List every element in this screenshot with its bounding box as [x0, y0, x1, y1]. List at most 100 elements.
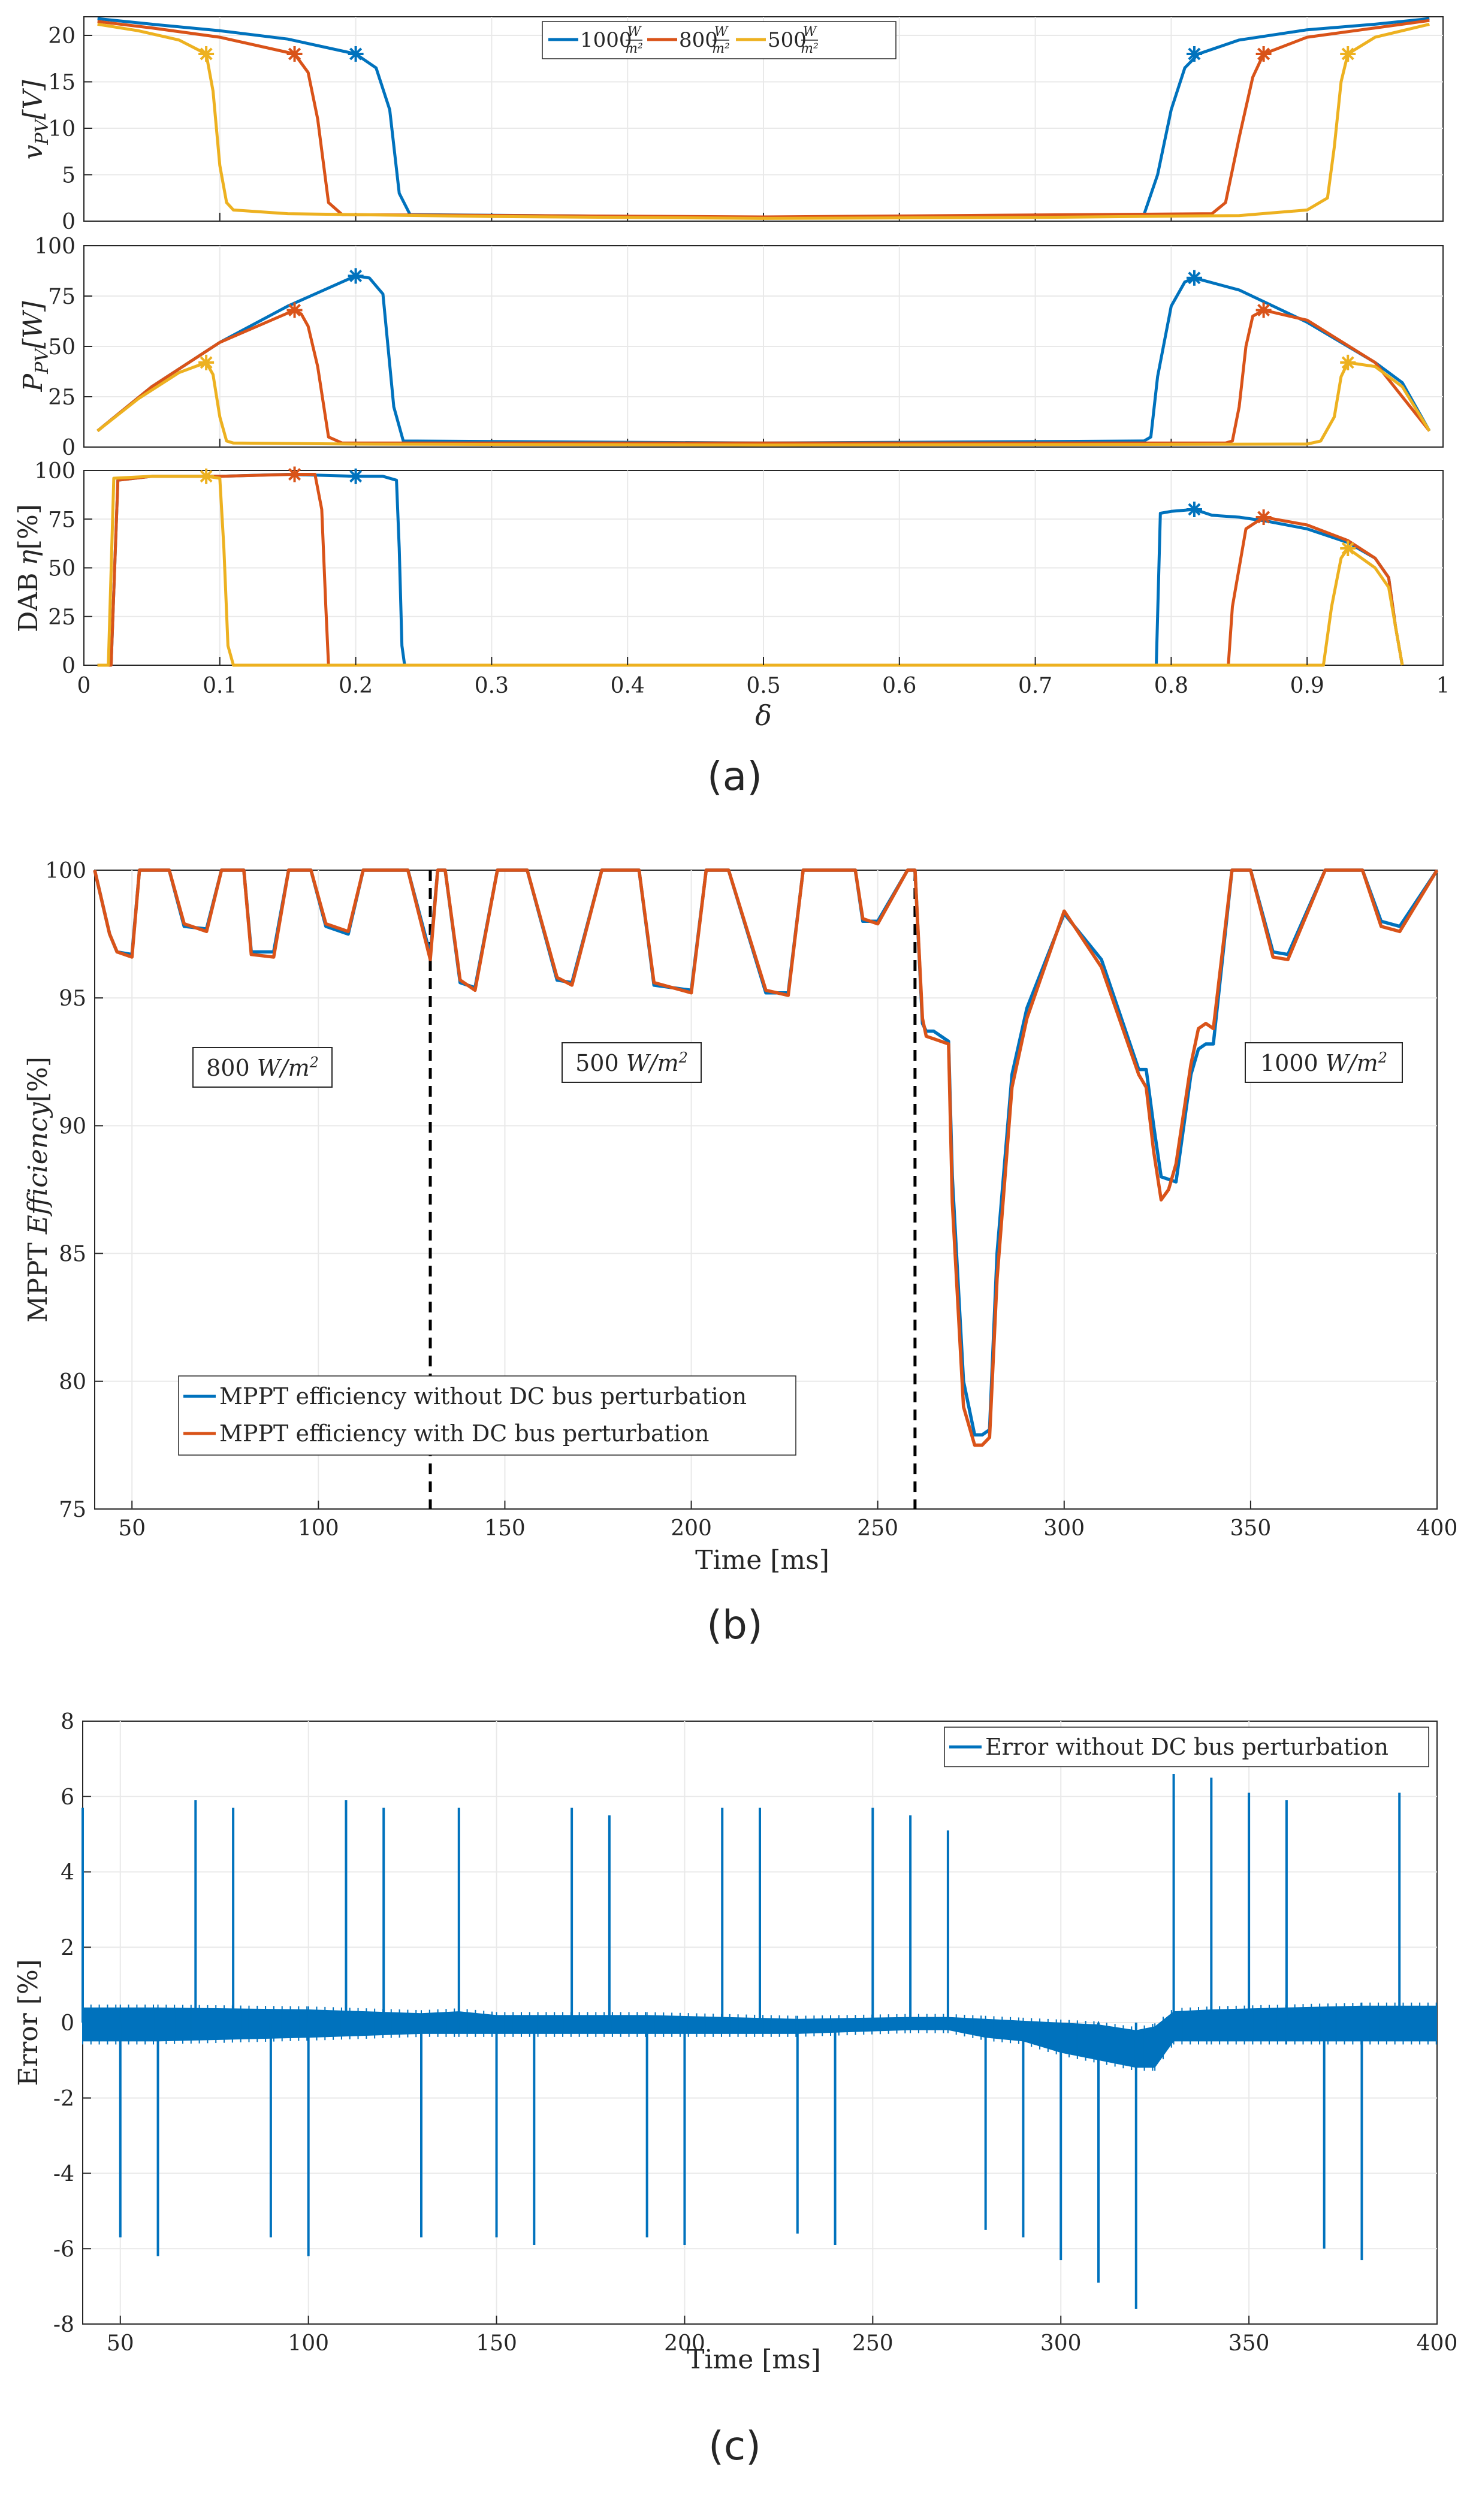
annotation-800-text: 800 W/m2 [206, 1054, 319, 1081]
x-tick-label: 50 [107, 2331, 134, 2356]
x-tick-label: 0.2 [339, 674, 373, 698]
legend-1000-unit-num: W [627, 25, 642, 40]
y-tick-label: 85 [59, 1242, 86, 1267]
y-tick-label: 100 [45, 859, 86, 883]
y-tick-label: 50 [48, 557, 76, 581]
panel-c-x-ticks: 50 100 150 200 250 300 350 400 [107, 2316, 1457, 2356]
y-tick-label: 0 [61, 2011, 74, 2036]
x-tick-label: 0.5 [746, 674, 780, 698]
vpv-ylabel: vPV[V] [18, 80, 53, 160]
panel-a-xlabel: δ [755, 699, 772, 732]
panel-c-legend: Error without DC bus perturbation [944, 1727, 1429, 1767]
dab-lines [97, 466, 1404, 667]
panel-a-caption: (a) [707, 753, 762, 799]
y-tick-label: 25 [48, 385, 76, 410]
y-tick-label: 75 [48, 285, 76, 309]
y-tick-label: -6 [53, 2237, 74, 2262]
annotation-800-box [192, 1047, 333, 1088]
x-tick-label: 300 [1040, 2331, 1082, 2356]
y-tick-label: -4 [53, 2162, 74, 2187]
panel-b: 75 80 85 90 95 100 50 100 150 200 250 300 350 400 80… [23, 859, 1457, 1648]
vpv-ylabel-unit: [V] [18, 80, 49, 120]
panel-b-legend: MPPT efficiency without DC bus perturbat… [178, 1375, 796, 1456]
legend-1000-unit-den: m² [625, 41, 643, 56]
y-tick-label: 5 [62, 164, 76, 188]
annotation-1000-box [1245, 1042, 1403, 1083]
panel-b-ylabel-unit: [%] [23, 1057, 53, 1102]
panel-c-y-ticks: -8 -6 -4 -2 0 2 4 6 8 [53, 1710, 91, 2337]
x-tick-label: 300 [1043, 1516, 1085, 1541]
annotation-500-sup: 2 [678, 1049, 688, 1066]
legend-with-label: MPPT efficiency with DC bus perturbation [219, 1420, 709, 1447]
y-tick-label: 50 [48, 335, 76, 360]
dab-mpp-marker-0-1 [1186, 502, 1202, 517]
y-tick-label: 6 [61, 1785, 74, 1810]
x-tick-label: 200 [671, 1516, 712, 1541]
dab-ylabel-main: DAB [13, 573, 44, 632]
panel-b-ylabel: MPPT Efficiency[%] [23, 1057, 53, 1323]
panel-b-legend-box [178, 1375, 796, 1456]
dab-mpp-marker-1-0 [286, 466, 303, 482]
annotation-500-unit: W/m [626, 1050, 679, 1076]
dab-ylabel: DAB η[%] [13, 504, 44, 632]
ppv-mpp-marker-0-1 [1186, 270, 1202, 286]
x-tick-label: 0.8 [1154, 674, 1188, 698]
panel-b-xlabel: Time [ms] [695, 1545, 829, 1576]
legend-1000-value: 1000 [580, 28, 632, 52]
x-tick-label: 250 [852, 2331, 894, 2356]
panel-c: -8 -6 -4 -2 0 2 4 6 8 50 100 150 200 250 300 350 400 Er… [13, 1710, 1457, 2469]
vpv-mpp-marker-2-1 [1340, 46, 1356, 62]
x-tick-label: 100 [288, 2331, 329, 2356]
annotation-800-sup: 2 [309, 1054, 319, 1071]
vpv-y-ticks: 0 5 10 15 20 [48, 24, 1444, 234]
annotation-500-text: 500 W/m2 [575, 1049, 688, 1076]
x-tick-label: 100 [298, 1516, 339, 1541]
y-tick-label: 8 [61, 1710, 74, 1734]
vpv-mpp-marker-1-1 [1255, 46, 1272, 62]
annotation-1000-value: 1000 [1260, 1050, 1326, 1076]
y-tick-label: -2 [53, 2087, 74, 2111]
panel-c-caption: (c) [708, 2423, 761, 2469]
x-tick-label: 0.9 [1290, 674, 1324, 698]
y-tick-label: 75 [48, 508, 76, 532]
subplot-dab-eta: 0 25 50 75 100 0 0.1 0.2 0.3 0.4 0.5 0.6 0.7 0.8 0.9 1… [13, 459, 1450, 732]
y-tick-label: 95 [59, 986, 86, 1011]
x-tick-label: 0.1 [203, 674, 237, 698]
legend-without-label: MPPT efficiency without DC bus perturbat… [219, 1383, 747, 1410]
panel-a-x-ticks: 0 0.1 0.2 0.3 0.4 0.5 0.6 0.7 0.8 0.9 1 [77, 657, 1450, 698]
panel-b-lines [93, 868, 1439, 1447]
ppv-ylabel-sub: PV [32, 347, 53, 375]
annotation-500-box [562, 1042, 702, 1083]
annotation-500-value: 500 [575, 1050, 626, 1076]
panel-b-ylabel-plain: MPPT [23, 1234, 53, 1323]
subplot-vpv: 0 5 10 15 20 vPV[V] 1000 W m² 800 W m² 500 W [18, 16, 1444, 234]
legend-500-unit-den: m² [801, 41, 819, 56]
subplot-ppv: 0 25 50 75 100 PPV[W] [18, 234, 1444, 460]
vpv-lines [97, 17, 1430, 220]
x-tick-label: 150 [476, 2331, 517, 2356]
x-tick-label: 400 [1417, 1516, 1458, 1541]
legend-500-value: 500 [768, 28, 807, 52]
legend-500-unit-num: W [803, 25, 818, 40]
y-tick-label: -8 [53, 2313, 74, 2337]
annotation-1000-sup: 2 [1378, 1049, 1387, 1066]
panel-b-x-ticks: 50 100 150 200 250 300 350 400 [118, 1501, 1457, 1541]
annotation-1000-unit: W/m [1326, 1050, 1378, 1076]
ppv-mpp-marker-2-1 [1340, 354, 1356, 370]
efficiency-series-1 [93, 868, 1439, 1447]
dab-mpp-marker-2-1 [1340, 541, 1356, 556]
x-tick-label: 50 [118, 1516, 146, 1541]
ppv-ylabel-unit: [W] [18, 301, 49, 349]
y-tick-label: 0 [62, 436, 76, 460]
y-tick-label: 0 [62, 654, 76, 678]
panel-a-legend: 1000 W m² 800 W m² 500 W m² [542, 21, 897, 59]
y-tick-label: 90 [59, 1114, 86, 1139]
panel-c-xlabel: Time [ms] [687, 2344, 821, 2375]
annotation-1000-text: 1000 W/m2 [1260, 1049, 1387, 1076]
x-tick-label: 1 [1436, 674, 1450, 698]
legend-error-label: Error without DC bus perturbation [985, 1734, 1388, 1760]
y-tick-label: 15 [48, 71, 76, 95]
y-tick-label: 100 [34, 234, 76, 259]
